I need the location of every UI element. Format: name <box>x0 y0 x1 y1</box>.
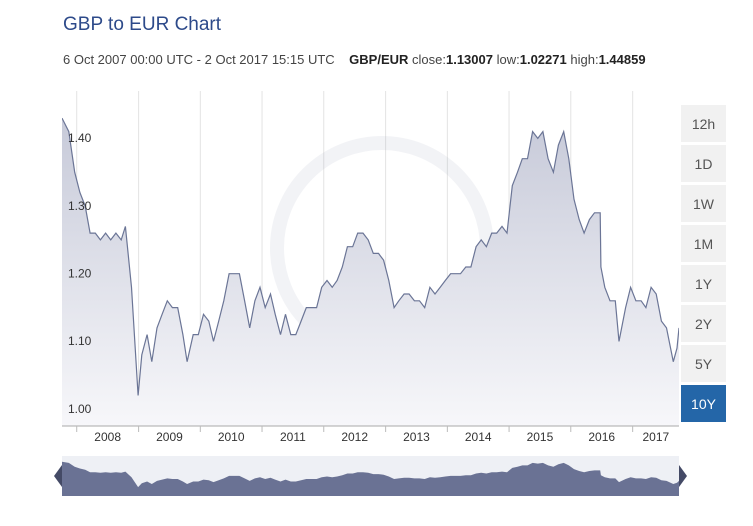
chart-subtitle: 6 Oct 2007 00:00 UTC - 2 Oct 2017 15:15 … <box>63 52 646 67</box>
period-text: 6 Oct 2007 00:00 UTC - 2 Oct 2017 15:15 … <box>63 52 335 67</box>
range-button-1m[interactable]: 1M <box>681 225 726 262</box>
range-button-10y[interactable]: 10Y <box>681 385 726 422</box>
close-label: close: <box>412 52 446 67</box>
y-tick-label-1.00: 1.00 <box>68 402 92 416</box>
series-area <box>62 118 679 426</box>
range-button-1y[interactable]: 1Y <box>681 265 726 302</box>
x-tick-label-2011: 2011 <box>280 430 306 444</box>
series-line <box>62 117 679 396</box>
plot-area <box>62 117 679 426</box>
range-selector: 12h 1D 1W 1M 1Y 2Y 5Y 10Y <box>681 105 726 425</box>
high-label: high: <box>570 52 599 67</box>
range-button-1d[interactable]: 1D <box>681 145 726 182</box>
x-tick-label-2010: 2010 <box>218 430 245 444</box>
high-value: 1.44859 <box>598 52 646 67</box>
x-tick-label-2017: 2017 <box>642 430 669 444</box>
navigator[interactable] <box>54 456 687 496</box>
pair-text: GBP/EUR <box>349 52 409 67</box>
y-tick-label-1.30: 1.30 <box>68 199 92 213</box>
y-axis-ticks: 1.00 1.10 1.20 1.30 1.40 <box>68 131 92 416</box>
x-tick-label-2013: 2013 <box>403 430 430 444</box>
x-tick-label-2014: 2014 <box>465 430 492 444</box>
x-tick-label-2009: 2009 <box>156 430 183 444</box>
chart-title: GBP to EUR Chart <box>63 14 222 35</box>
navigator-right-handle[interactable] <box>679 465 687 487</box>
range-button-5y[interactable]: 5Y <box>681 345 726 382</box>
y-tick-label-1.40: 1.40 <box>68 131 92 145</box>
y-tick-label-1.10: 1.10 <box>68 334 92 348</box>
x-tick-label-2008: 2008 <box>94 430 121 444</box>
x-axis-ticks: 2008 2009 2010 2011 2012 2013 2014 2015 2016 2017 <box>76 426 670 444</box>
range-button-1w[interactable]: 1W <box>681 185 726 222</box>
x-tick-label-2015: 2015 <box>527 430 554 444</box>
navigator-area <box>62 461 679 496</box>
range-button-2y[interactable]: 2Y <box>681 305 726 342</box>
x-tick-label-2012: 2012 <box>341 430 368 444</box>
navigator-left-handle[interactable] <box>54 465 62 487</box>
close-value: 1.13007 <box>445 52 493 67</box>
x-tick-label-2016: 2016 <box>588 430 615 444</box>
range-button-12h[interactable]: 12h <box>681 105 726 142</box>
y-tick-label-1.20: 1.20 <box>68 266 92 280</box>
low-value: 1.02271 <box>519 52 567 67</box>
low-label: low: <box>496 52 520 67</box>
